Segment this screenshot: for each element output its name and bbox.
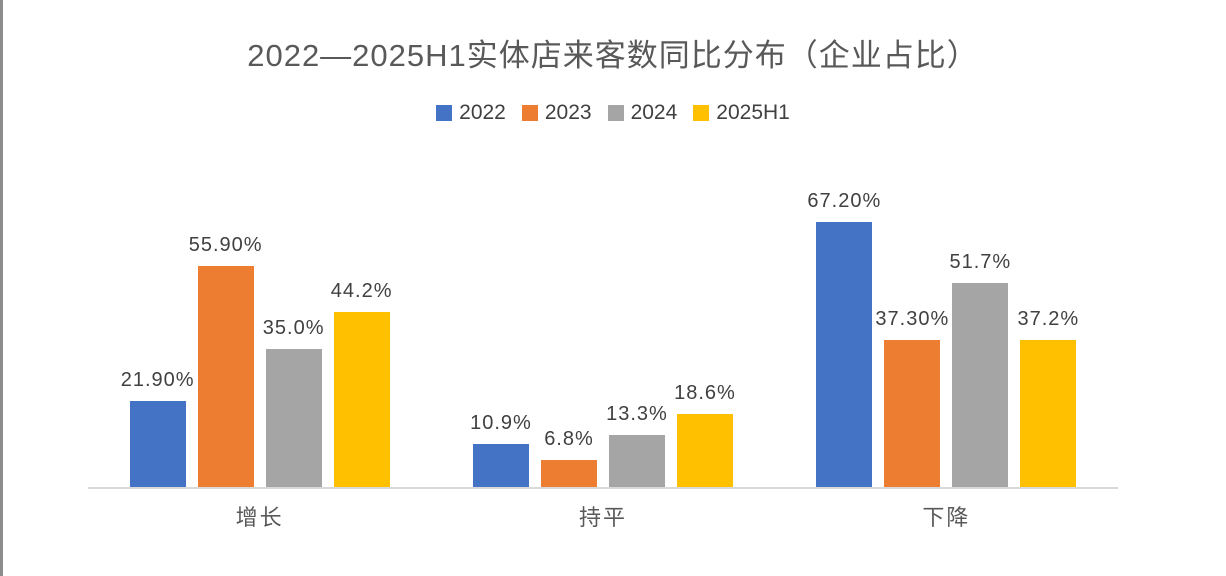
- legend-swatch: [436, 105, 453, 121]
- legend-label: 2022: [459, 101, 506, 124]
- legend-label: 2025H1: [716, 101, 790, 124]
- bar-value-label: 18.6%: [674, 381, 736, 404]
- legend-item-2024: 2024: [607, 101, 678, 125]
- legend-swatch: [693, 105, 710, 121]
- legend-label: 2023: [544, 101, 592, 124]
- category-label: 持平: [578, 505, 627, 530]
- left-border-line: [0, 0, 3, 576]
- plot-area: 21.90% 55.90% 35.0% 44.2% 10.9% 6.8% 13.3% 18.6…: [88, 118, 1118, 489]
- bar-group-2: 10.9% 6.8% 13.3% 18.6%: [431, 118, 774, 487]
- legend-item-2025h1: 2025H1: [693, 101, 790, 125]
- category-labels: 增长 持平 下降: [88, 500, 1118, 532]
- bar-value-label: 6.8%: [544, 428, 594, 451]
- bar-value-label: 67.20%: [807, 189, 882, 212]
- bar-value-label: 13.3%: [606, 402, 668, 425]
- chart-legend: 2022 2023 2024 2025H1: [0, 101, 1226, 125]
- bar-value-label: 44.2%: [330, 280, 393, 303]
- bar-value-label: 37.2%: [1017, 308, 1080, 331]
- bar-value-label: 37.30%: [875, 307, 950, 330]
- bar: 51.7%: [949, 251, 1010, 487]
- bar-value-label: 51.7%: [949, 250, 1012, 273]
- bar-value-label: 55.90%: [188, 234, 263, 257]
- legend-swatch: [607, 105, 624, 121]
- x-axis-line: [88, 487, 1118, 489]
- bar: 21.90%: [121, 369, 194, 487]
- chart-title: 2022—2025H1实体店来客数同比分布（企业占比）: [247, 38, 979, 73]
- category-label: 增长: [235, 505, 284, 530]
- category-label: 下降: [922, 505, 971, 530]
- bar-value-label: 35.0%: [262, 316, 325, 339]
- bar: 55.90%: [189, 234, 262, 487]
- bar: 10.9%: [470, 412, 531, 487]
- legend-label: 2024: [630, 101, 678, 124]
- bar-group-1: 21.90% 55.90% 35.0% 44.2%: [88, 118, 431, 487]
- bar-groups: 21.90% 55.90% 35.0% 44.2% 10.9% 6.8% 13.3% 18.6…: [88, 118, 1118, 487]
- legend-item-2022: 2022: [436, 101, 506, 125]
- bar-value-label: 10.9%: [470, 411, 532, 434]
- bar: 13.3%: [606, 403, 667, 487]
- bar: 6.8%: [540, 428, 597, 487]
- bar-value-label: 21.90%: [120, 368, 195, 391]
- bar: 37.2%: [1017, 308, 1078, 487]
- bar: 18.6%: [674, 382, 735, 487]
- bar: 35.0%: [263, 317, 324, 487]
- legend-item-2023: 2023: [521, 101, 592, 125]
- legend-swatch: [521, 105, 538, 121]
- bar: 37.30%: [875, 308, 948, 487]
- bar: 44.2%: [331, 280, 392, 487]
- bar: 67.20%: [807, 190, 880, 487]
- bar-group-3: 67.20% 37.30% 51.7% 37.2%: [775, 118, 1118, 487]
